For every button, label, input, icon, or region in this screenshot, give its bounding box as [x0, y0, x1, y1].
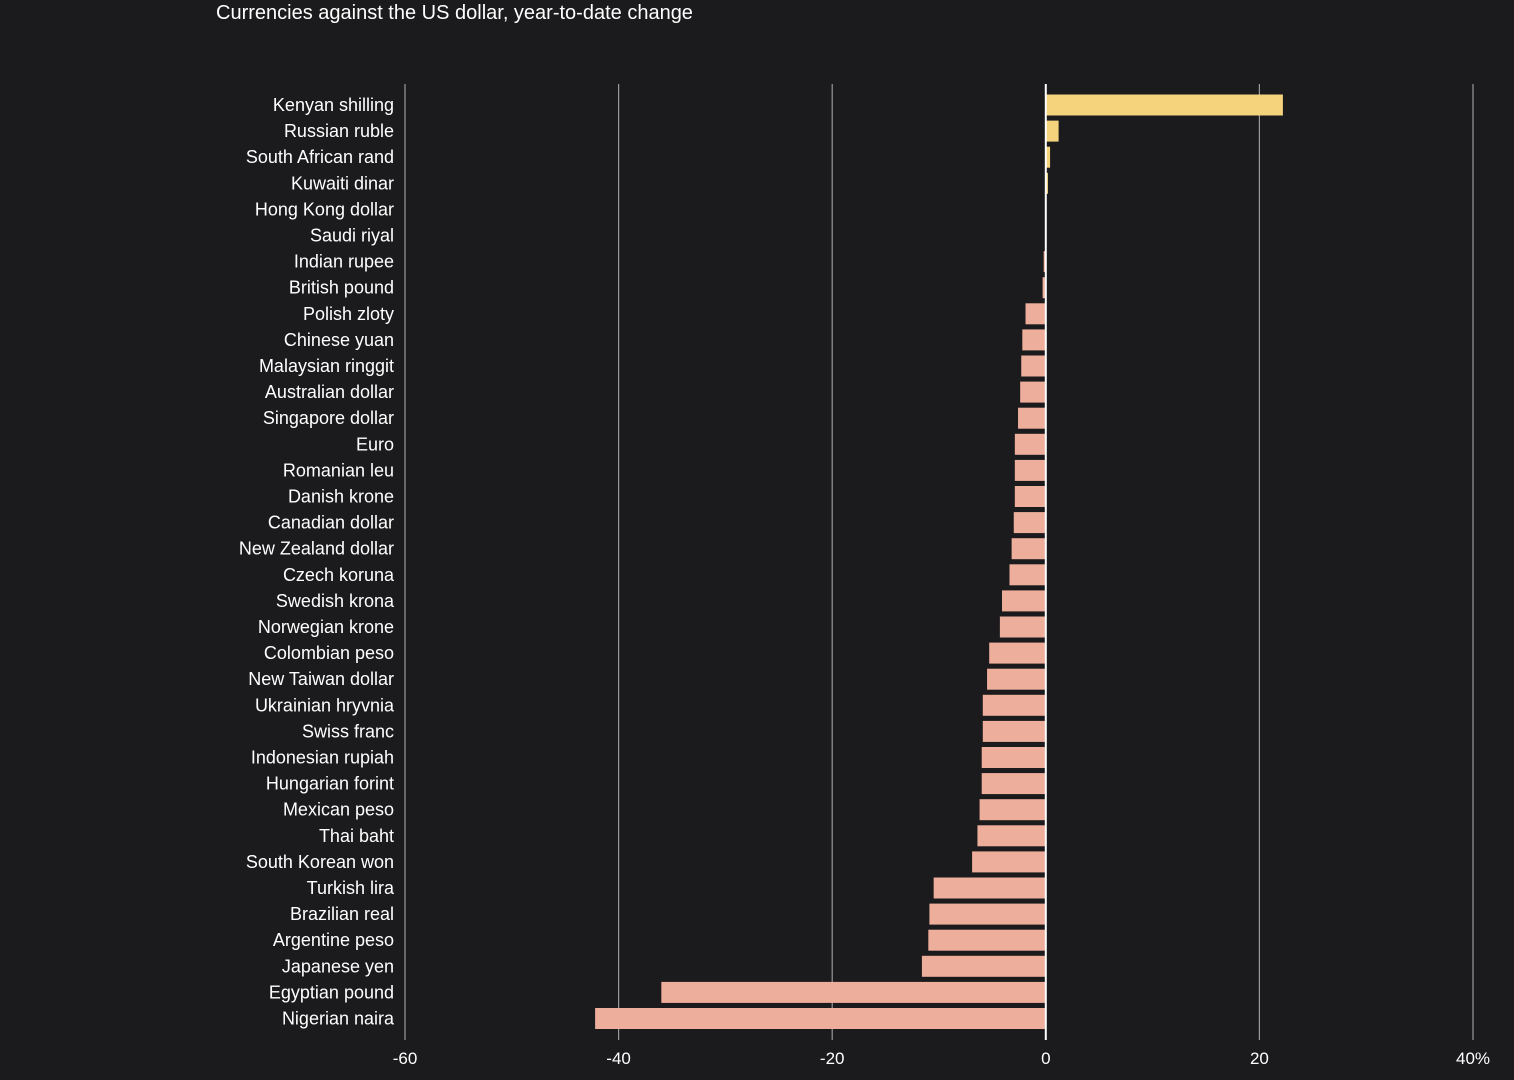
bars	[595, 94, 1283, 1029]
category-labels: Kenyan shilling Russian ruble South Africa…	[239, 95, 395, 1029]
category-label: New Taiwan dollar	[248, 669, 394, 689]
category-label: Indonesian rupiah	[251, 748, 394, 768]
category-label: Hungarian forint	[266, 774, 394, 794]
category-label: British pound	[289, 278, 394, 298]
category-label: Brazilian real	[290, 904, 394, 924]
bar	[1002, 590, 1046, 612]
x-tick-label: 0	[1041, 1049, 1050, 1068]
x-axis-ticks: -60 -40 -20 0 20 40%	[393, 1049, 1490, 1068]
bar	[1014, 433, 1046, 455]
bar	[1013, 512, 1046, 534]
bar	[595, 1008, 1046, 1029]
category-label: Saudi riyal	[310, 226, 394, 246]
bar	[981, 773, 1046, 795]
bar	[987, 668, 1046, 690]
category-label: Turkish lira	[307, 878, 395, 898]
bar	[1022, 329, 1046, 351]
category-label: New Zealand dollar	[239, 539, 394, 559]
category-label: Czech koruna	[283, 565, 395, 585]
bar	[929, 903, 1046, 925]
category-label: Kenyan shilling	[273, 95, 394, 115]
bar	[1018, 407, 1046, 429]
category-label: Polish zloty	[303, 304, 394, 324]
category-label: Swiss franc	[302, 721, 394, 741]
category-label: Swedish krona	[276, 591, 395, 611]
bar	[1020, 381, 1046, 403]
bar	[1045, 146, 1051, 168]
bar	[982, 694, 1046, 716]
category-label: Australian dollar	[265, 382, 394, 402]
bar	[1025, 303, 1046, 325]
category-label: Nigerian naira	[282, 1009, 395, 1029]
category-label: Russian ruble	[284, 121, 394, 141]
category-label: Japanese yen	[282, 956, 394, 976]
bar	[1042, 277, 1046, 299]
bar	[928, 929, 1046, 951]
bar	[1045, 120, 1059, 142]
bar	[921, 955, 1046, 977]
category-label: Indian rupee	[294, 252, 394, 272]
category-label: Thai baht	[319, 826, 394, 846]
category-label: Norwegian krone	[258, 617, 394, 637]
category-label: Romanian leu	[283, 460, 394, 480]
category-label: Singapore dollar	[263, 408, 394, 428]
bar	[1045, 172, 1048, 194]
gridlines	[404, 84, 1474, 1040]
category-label: South Korean won	[246, 852, 394, 872]
bar	[1011, 538, 1046, 560]
bar	[1021, 355, 1046, 377]
bar	[661, 981, 1046, 1003]
bar	[979, 799, 1046, 821]
category-label: South African rand	[246, 147, 394, 167]
bar	[1009, 564, 1046, 586]
x-tick-label: -40	[606, 1049, 631, 1068]
bar	[977, 825, 1046, 847]
category-label: Danish krone	[288, 487, 394, 507]
category-label: Egyptian pound	[269, 982, 394, 1002]
x-tick-label: 40%	[1456, 1049, 1490, 1068]
category-label: Colombian peso	[264, 643, 394, 663]
category-label: Euro	[356, 434, 394, 454]
category-label: Canadian dollar	[268, 513, 394, 533]
x-tick-label: -60	[393, 1049, 418, 1068]
category-label: Kuwaiti dinar	[291, 173, 394, 193]
bar	[972, 851, 1046, 873]
x-tick-label: -20	[820, 1049, 845, 1068]
category-label: Hong Kong dollar	[255, 199, 394, 219]
category-label: Malaysian ringgit	[259, 356, 394, 376]
bar	[999, 616, 1046, 638]
category-label: Chinese yuan	[284, 330, 394, 350]
chart-title: Currencies against the US dollar, year-t…	[216, 2, 693, 24]
bar	[1014, 459, 1046, 481]
bar	[981, 747, 1046, 768]
bar	[933, 877, 1046, 899]
category-label: Mexican peso	[283, 800, 394, 820]
bar	[982, 720, 1046, 742]
category-label: Ukrainian hryvnia	[255, 695, 395, 715]
bar	[1014, 486, 1046, 507]
bar	[989, 642, 1046, 664]
x-tick-label: 20	[1250, 1049, 1269, 1068]
bar	[1043, 251, 1046, 273]
category-label: Argentine peso	[273, 930, 394, 950]
bar	[1045, 94, 1283, 116]
